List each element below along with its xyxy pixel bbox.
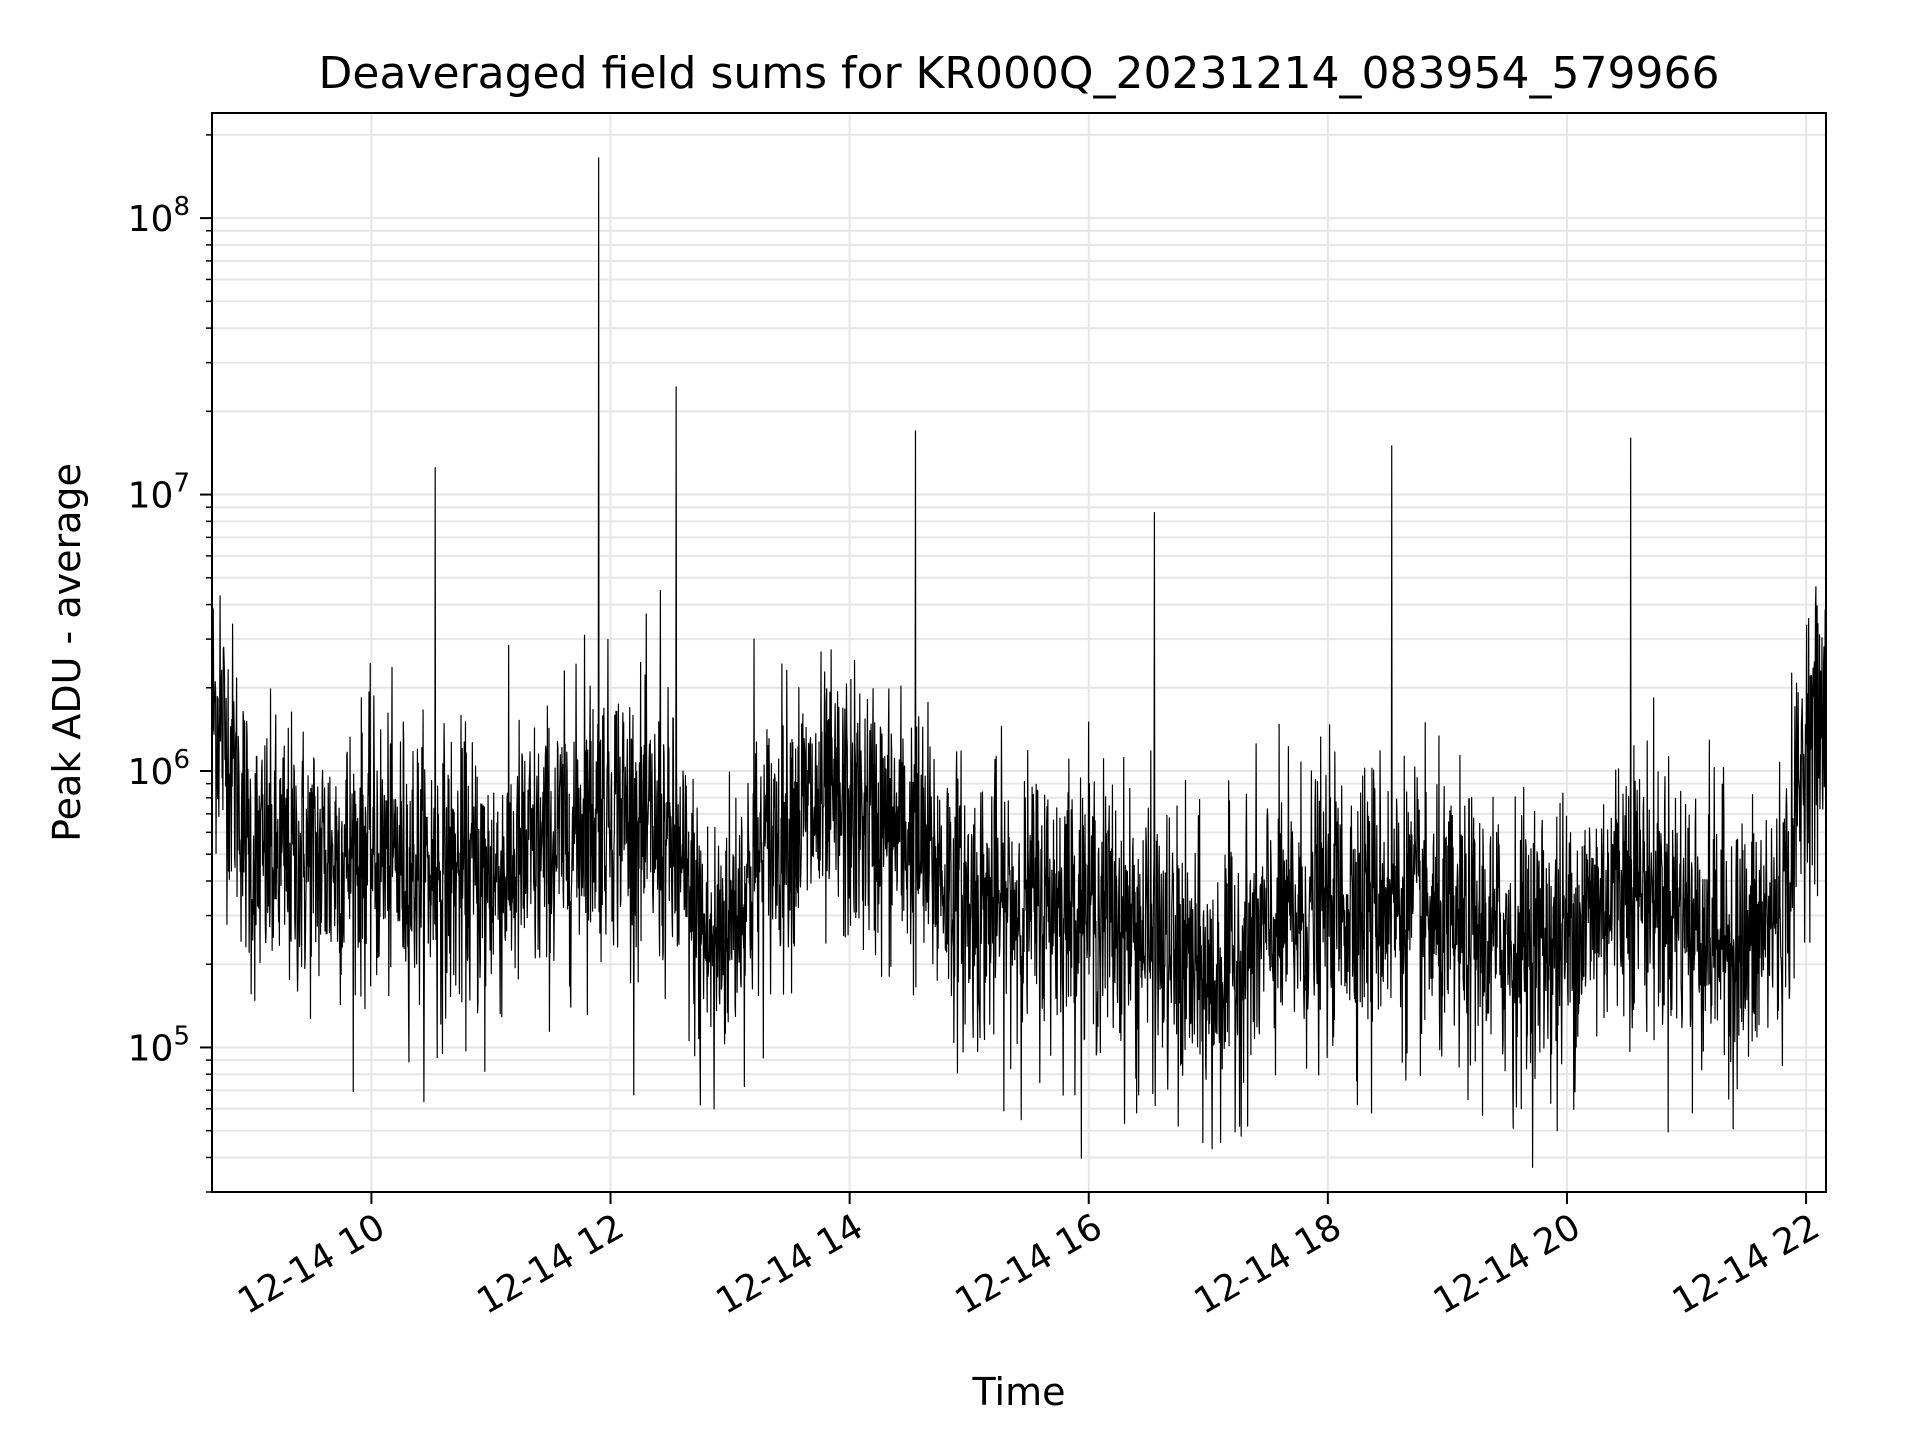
y-tick-label: 105 [128,1021,190,1069]
plot-frame [211,112,1827,1193]
y-tick-label: 107 [128,469,190,517]
series-line [211,157,1827,1168]
y-tick-label: 106 [128,745,190,793]
x-axis-label: Time [972,1370,1066,1414]
y-tick-label: 108 [128,192,190,240]
series-path [211,157,1827,1168]
y-axis-label: Peak ADU - average [45,463,89,842]
y-axis: 105 106 107 108 [128,134,212,1193]
chart-title: Deaveraged field sums for KR000Q_2023121… [319,48,1720,99]
